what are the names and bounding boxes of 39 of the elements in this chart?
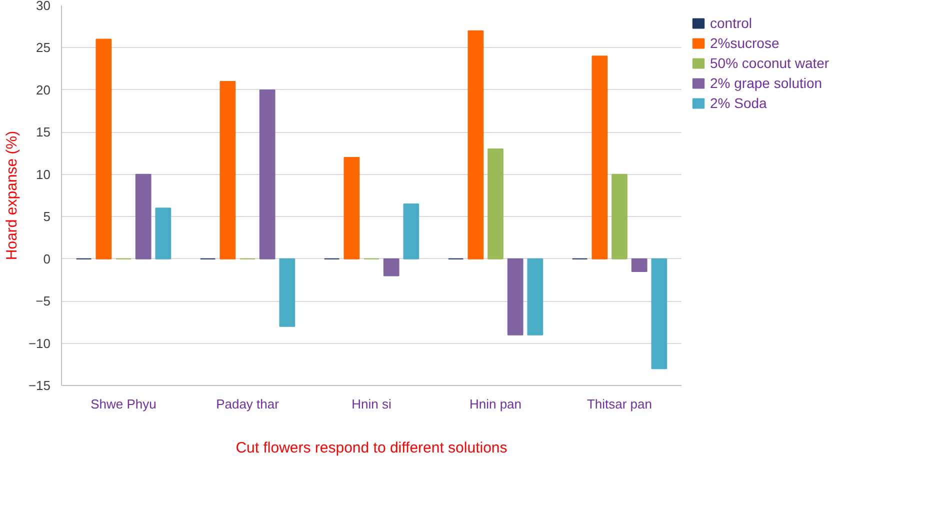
bar xyxy=(344,157,360,260)
bar xyxy=(612,174,628,260)
y-tick-label: 30 xyxy=(36,0,51,13)
legend-label: control xyxy=(710,15,752,31)
bar xyxy=(279,258,296,327)
legend-label: 50% coconut water xyxy=(710,55,830,71)
y-tick-label: −5 xyxy=(36,294,51,309)
x-tick-label: Paday thar xyxy=(216,396,280,412)
y-tick-label: 0 xyxy=(43,251,51,266)
legend-label: 2% Soda xyxy=(710,95,767,111)
bar xyxy=(592,56,608,260)
bar xyxy=(155,208,172,260)
bar xyxy=(383,258,400,276)
legend-label: 2% grape solution xyxy=(710,75,822,91)
y-tick-label: 5 xyxy=(43,209,51,224)
x-tick-label: Thitsar pan xyxy=(586,396,652,412)
x-axis-title: Cut flowers respond to different solutions xyxy=(236,440,508,456)
y-tick-label: 10 xyxy=(36,166,51,182)
bar xyxy=(135,174,152,260)
bar xyxy=(468,30,484,260)
bar xyxy=(488,148,504,260)
x-tick-label: Shwe Phyu xyxy=(90,396,156,412)
y-tick-label: 25 xyxy=(36,40,51,56)
y-axis-title: Hoard expanse (%) xyxy=(3,130,20,260)
bar xyxy=(220,81,236,260)
y-tick-label: −15 xyxy=(28,378,51,393)
x-tick-label: Hnin si xyxy=(352,396,392,412)
bar xyxy=(507,258,524,336)
x-tick-label: Hnin pan xyxy=(469,396,522,412)
legend-label: 2%sucrose xyxy=(710,35,780,51)
bar xyxy=(651,258,668,370)
bar xyxy=(403,203,420,260)
bar xyxy=(631,258,648,272)
bar xyxy=(259,89,276,260)
y-tick-label: 15 xyxy=(36,124,51,140)
y-tick-label: −10 xyxy=(28,336,51,351)
bar xyxy=(96,38,112,260)
y-tick-label: 20 xyxy=(36,82,51,98)
bar xyxy=(527,258,544,336)
